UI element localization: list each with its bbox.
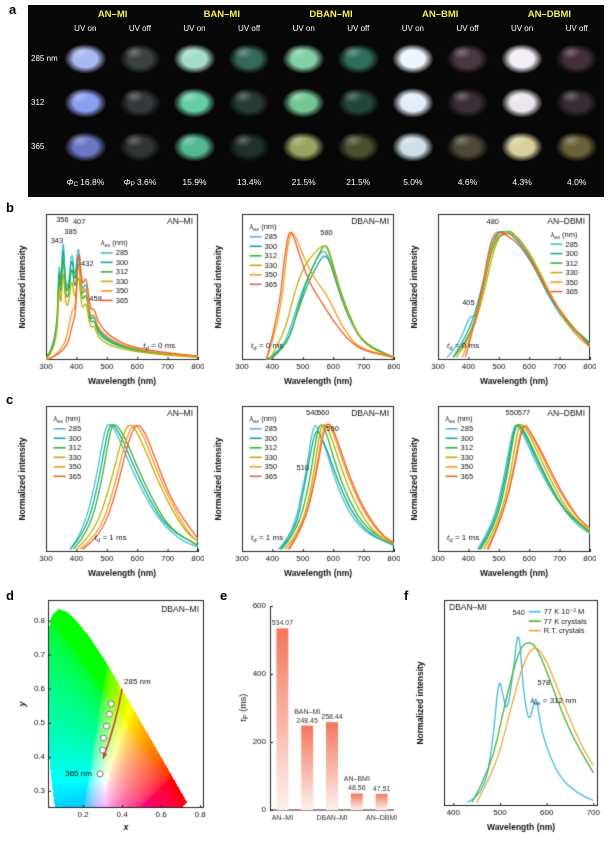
- sample-photo: [442, 81, 493, 123]
- chart-f-dban-mi-spectra: [414, 592, 604, 836]
- quantum-yield-value: 4.6%: [457, 177, 478, 187]
- sample-photo: [278, 81, 329, 123]
- compound-label: AN–BMI: [421, 8, 459, 20]
- compound-label: DBAN–MI: [309, 8, 353, 20]
- quantum-yield-text: P: [130, 180, 135, 188]
- sample-photo: [223, 125, 275, 167]
- panel-label-c: c: [6, 392, 14, 407]
- uv-state-label: UV on: [292, 24, 315, 33]
- quantum-yield-value: 15.9%: [182, 177, 207, 187]
- sample-photo: [223, 37, 275, 79]
- uv-state-label: UV off: [347, 24, 370, 33]
- uv-state-label: UV off: [238, 24, 261, 33]
- panel-label-e: e: [220, 588, 228, 603]
- chart-c2-dban-mi-delay1: [212, 398, 400, 582]
- sample-photo: [169, 37, 220, 79]
- uv-state-label: UV on: [510, 24, 534, 33]
- sample-photo: [442, 37, 493, 79]
- panel-label-a: a: [9, 2, 17, 17]
- wavelength-row-label: 365: [31, 141, 45, 151]
- sample-photo: [387, 125, 439, 167]
- sample-photo: [496, 37, 548, 79]
- sample-photo: [278, 125, 329, 167]
- sample-photo: [114, 81, 166, 123]
- quantum-yield-value: Φ P 3.6%: [113, 173, 168, 191]
- photo-grid: AN–MI BAN–MI DBAN–MI AN–BMI AN–DBMI UV on UV o…: [28, 5, 604, 197]
- sample-photo: [114, 125, 166, 167]
- uv-state-label: UV off: [565, 24, 588, 33]
- quantum-yield-text: 3.6%: [136, 177, 157, 187]
- quantum-yield-text: 16.8%: [80, 177, 105, 187]
- uv-state-label: UV on: [74, 24, 97, 33]
- sample-photo: [223, 81, 275, 123]
- quantum-yield-text: Φ: [66, 177, 74, 187]
- sample-photo: [60, 125, 111, 167]
- sample-photo: [496, 81, 548, 123]
- quantum-yield-text: Φ: [123, 177, 131, 187]
- chart-b3-an-dbmi-delay0: [408, 206, 596, 390]
- sample-photo: [442, 125, 493, 167]
- quantum-yield-value: 21.5%: [291, 177, 316, 187]
- chart-b1-an-mi-delay0: [16, 206, 204, 390]
- panel-label-f: f: [404, 588, 409, 603]
- chart-c3-an-dbmi-delay1: [408, 398, 596, 582]
- sample-photo: [333, 37, 384, 79]
- chart-d-cie-diagram: [16, 592, 212, 836]
- uv-state-label: UV off: [128, 24, 151, 33]
- quantum-yield-value: Φ C 16.8%: [58, 173, 113, 191]
- quantum-yield-value: 4.0%: [567, 177, 587, 187]
- sample-photo: [60, 37, 111, 79]
- chart-c1-an-mi-delay1: [16, 398, 204, 582]
- compound-label: BAN–MI: [203, 8, 240, 20]
- sample-photo: [551, 81, 602, 123]
- chart-b2-dban-mi-delay0: [212, 206, 400, 390]
- sample-photo: [387, 37, 439, 79]
- sample-photo: [114, 37, 166, 79]
- quantum-yield-value: 4.3%: [512, 177, 532, 187]
- uv-state-label: UV on: [401, 24, 424, 33]
- quantum-yield-value: 5.0%: [403, 177, 423, 187]
- sample-photo: [278, 37, 329, 79]
- wavelength-row-label: 285 nm: [31, 53, 58, 63]
- compound-label: AN–DBMI: [527, 8, 572, 20]
- sample-photo: [333, 125, 384, 167]
- compound-label: AN–MI: [97, 8, 128, 20]
- sample-photo: [496, 125, 548, 167]
- sample-photo: [551, 37, 602, 79]
- quantum-yield-value: 21.5%: [346, 177, 371, 187]
- quantum-yield-value: 13.4%: [237, 177, 262, 187]
- sample-photo: [333, 81, 384, 123]
- uv-state-label: UV on: [183, 24, 206, 33]
- chart-e-lifetime-bars: [232, 592, 404, 836]
- sample-photo: [551, 125, 602, 167]
- sample-photo: [169, 81, 220, 123]
- sample-photo: [169, 125, 220, 167]
- panel-label-d: d: [6, 588, 14, 603]
- wavelength-row-label: 312: [31, 97, 45, 107]
- sample-photo: [387, 81, 439, 123]
- sample-photo: [60, 81, 111, 123]
- quantum-yield-text: C: [73, 180, 79, 188]
- panel-label-b: b: [6, 200, 14, 215]
- uv-state-label: UV off: [456, 24, 479, 33]
